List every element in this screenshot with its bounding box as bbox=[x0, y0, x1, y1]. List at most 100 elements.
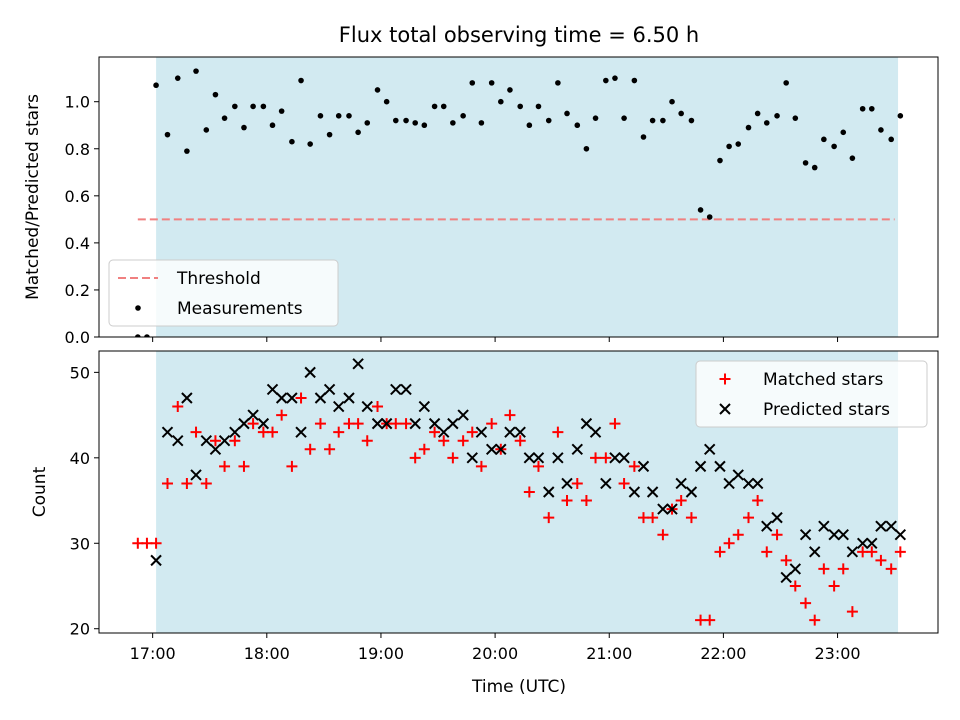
predicted-stars-point bbox=[333, 400, 345, 413]
predicted-stars-point bbox=[504, 426, 516, 438]
matched-stars-point bbox=[866, 546, 878, 558]
predicted-stars-point bbox=[475, 426, 488, 438]
predicted-stars-point bbox=[218, 435, 231, 447]
matched-stars-point bbox=[409, 452, 421, 464]
measurements-point bbox=[763, 120, 770, 126]
predicted-stars-point bbox=[172, 435, 184, 447]
measurements-point bbox=[821, 136, 827, 143]
y-tick-label: 0.4 bbox=[65, 234, 90, 253]
axes-frame bbox=[98, 350, 939, 634]
predicted-stars-point bbox=[818, 520, 830, 532]
matched-stars-point bbox=[361, 435, 373, 447]
matched-stars-point bbox=[675, 495, 687, 507]
x-axis-label: Time (UTC) bbox=[471, 677, 566, 697]
matched-stars-point bbox=[150, 537, 162, 549]
matched-stars-point bbox=[209, 435, 221, 447]
matched-stars-point bbox=[743, 512, 755, 524]
predicted-stars-point bbox=[618, 452, 630, 464]
measurements-point bbox=[203, 127, 210, 133]
measurements-point bbox=[250, 103, 256, 110]
measurements-point bbox=[421, 122, 428, 129]
matched-stars-point bbox=[514, 435, 526, 447]
measurements-point bbox=[469, 80, 476, 86]
matched-stars-point bbox=[609, 418, 621, 430]
measurements-point bbox=[298, 77, 304, 84]
measurements-point bbox=[507, 87, 513, 93]
measurements-point bbox=[212, 91, 219, 98]
matched-stars-point bbox=[789, 580, 801, 592]
predicted-stars-point bbox=[751, 477, 764, 490]
measurements-point bbox=[564, 110, 570, 117]
matched-stars-point bbox=[161, 477, 173, 489]
measurements-point bbox=[555, 80, 561, 86]
predicted-stars-point bbox=[238, 417, 250, 430]
legend-label: Measurements bbox=[177, 299, 303, 319]
predicted-stars-point bbox=[418, 400, 431, 413]
chart-title: Flux total observing time = 6.50 h bbox=[339, 23, 699, 47]
matched-stars-point bbox=[837, 563, 849, 575]
measurements-point bbox=[783, 80, 789, 86]
measurements-point bbox=[374, 87, 381, 93]
legend-swatch bbox=[719, 373, 731, 385]
legend-label: Predicted stars bbox=[763, 400, 890, 420]
measurements-point bbox=[697, 207, 704, 213]
matched-stars-point bbox=[532, 460, 544, 472]
measurements-point bbox=[535, 103, 542, 110]
legend-frame bbox=[108, 259, 339, 327]
matched-stars-point bbox=[276, 409, 288, 421]
matched-stars-point bbox=[723, 537, 735, 549]
y-tick-label: 40 bbox=[70, 449, 90, 468]
measurements-point bbox=[431, 103, 438, 110]
predicted-stars-point bbox=[304, 366, 316, 379]
matched-stars-point bbox=[324, 443, 336, 455]
predicted-stars-point bbox=[495, 443, 507, 455]
predicted-stars-point bbox=[209, 443, 222, 455]
matched-stars-point bbox=[333, 426, 345, 438]
measurements-point bbox=[174, 75, 181, 81]
matched-stars-point bbox=[809, 614, 821, 626]
y-tick-label: 0.0 bbox=[65, 328, 90, 347]
y-tick-label: 20 bbox=[70, 620, 90, 639]
matched-stars-point bbox=[600, 452, 612, 464]
measurements-point bbox=[135, 334, 141, 337]
matched-stars-point bbox=[732, 529, 744, 541]
measurements-point bbox=[164, 131, 171, 138]
matched-stars-point bbox=[372, 401, 384, 413]
y-tick-label: 50 bbox=[70, 363, 90, 382]
matched-stars-point bbox=[190, 426, 202, 438]
measurements-point bbox=[153, 82, 159, 89]
measurements-point bbox=[440, 103, 447, 110]
predicted-stars-point bbox=[580, 417, 593, 430]
predicted-stars-point bbox=[809, 546, 821, 558]
predicted-stars-point bbox=[361, 400, 373, 413]
measurements-point bbox=[450, 120, 456, 126]
measurements-point bbox=[583, 145, 590, 152]
matched-stars-point bbox=[885, 563, 897, 575]
predicted-stars-point bbox=[400, 383, 412, 396]
predicted-stars-point bbox=[552, 452, 564, 464]
predicted-stars-point bbox=[571, 443, 583, 455]
predicted-stars-point bbox=[894, 529, 907, 541]
predicted-stars-point bbox=[295, 426, 307, 438]
matched-stars-point bbox=[475, 460, 487, 472]
matched-stars-point bbox=[685, 512, 697, 524]
measurements-point bbox=[412, 120, 418, 126]
y-axis-label: Count bbox=[30, 466, 50, 517]
measurements-point bbox=[802, 160, 809, 166]
predicted-stars-point bbox=[532, 452, 545, 464]
legend-label: Matched stars bbox=[763, 370, 883, 390]
predicted-stars-point bbox=[247, 409, 259, 421]
x-tick-label: 22:00 bbox=[700, 644, 746, 663]
measurements-point bbox=[335, 113, 342, 119]
measurements-point bbox=[888, 136, 894, 143]
measurements-point bbox=[545, 117, 552, 124]
y-tick-label: 0.2 bbox=[65, 281, 90, 300]
predicted-stars-point bbox=[514, 426, 526, 438]
y-tick-label: 0.6 bbox=[65, 187, 90, 206]
predicted-stars-point bbox=[428, 417, 441, 430]
measurements-point bbox=[603, 77, 609, 84]
measurements-point bbox=[754, 110, 761, 117]
matched-stars-point bbox=[714, 546, 726, 558]
matched-stars-point bbox=[618, 477, 630, 489]
measurements-point bbox=[669, 98, 675, 105]
